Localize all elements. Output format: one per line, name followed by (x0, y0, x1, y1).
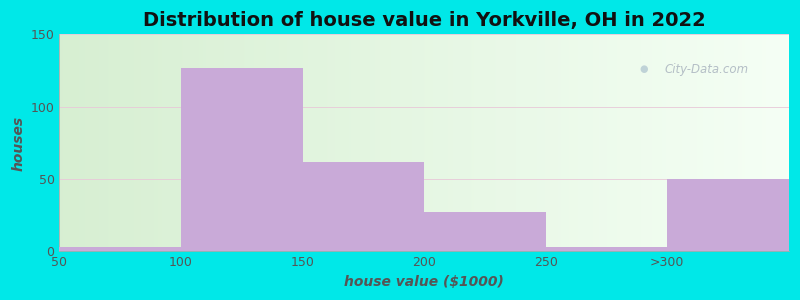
Bar (667, 179, 789, 251)
Title: Distribution of house value in Yorkville, OH in 2022: Distribution of house value in Yorkville… (142, 11, 706, 30)
Text: ●: ● (639, 64, 648, 74)
Y-axis label: houses: houses (11, 116, 25, 170)
Bar (546, 247, 667, 251)
Bar (424, 212, 546, 251)
Bar (302, 162, 424, 251)
X-axis label: house value ($1000): house value ($1000) (344, 275, 504, 289)
Bar (59, 247, 181, 251)
Text: City-Data.com: City-Data.com (665, 63, 749, 76)
Bar (181, 68, 302, 251)
